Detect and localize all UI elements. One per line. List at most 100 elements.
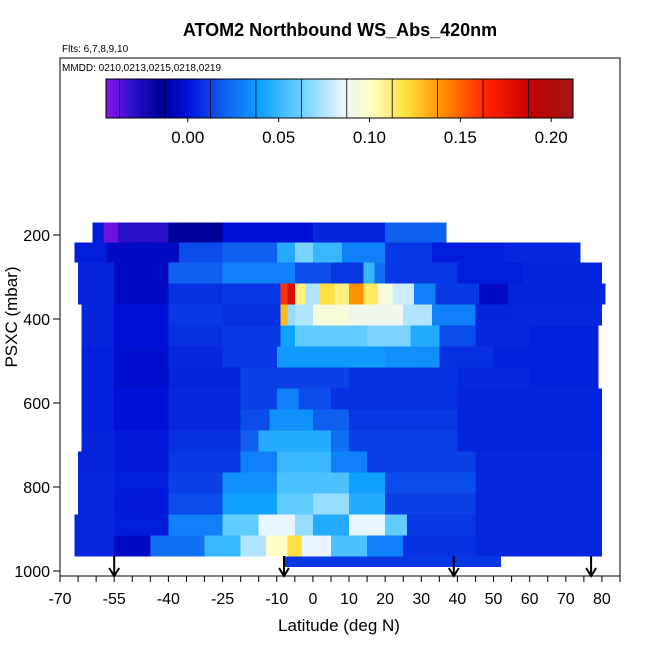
x-tick-label: 10 [340,591,358,608]
heatmap-cell-4-5 [287,304,295,326]
heatmap-cell-0-6 [385,222,447,243]
heatmap-cell-15-10 [403,535,476,557]
x-tick-label: 30 [412,591,430,608]
heatmap-cell-2-8 [385,262,458,284]
heatmap-cell-7-3 [240,367,350,389]
heatmap-cell-11-1 [114,451,169,473]
heatmap-cell-8-4 [276,388,299,410]
heatmap-cell-3-2 [168,283,223,305]
heatmap-cell-13-6 [349,493,386,515]
heatmap-cell-3-9 [334,283,350,305]
heatmap-cell-6-3 [222,346,277,368]
heatmap-cell-5-1 [114,325,169,347]
heatmap-cell-9-4 [269,409,313,431]
heatmap-cell-1-4 [276,242,295,263]
heatmap-cell-0-5 [312,222,386,243]
heatmap-cell-10-0 [81,430,115,452]
heatmap-cell-8-7 [457,388,602,410]
heatmap-cell-9-1 [114,409,169,431]
heatmap-cell-6-2 [168,346,223,368]
heatmap-cell-14-4 [258,514,295,536]
heatmap-cell-7-6 [529,367,599,389]
heatmap-cell-5-0 [81,325,115,347]
heatmap-cell-2-9 [457,262,523,284]
heatmap-cell-14-3 [222,514,259,536]
plot-frame [59,57,621,577]
heatmap-cell-13-4 [276,493,313,515]
x-tick-label: -40 [157,591,180,608]
x-tick-label: -10 [265,591,288,608]
x-tick-label: 0 [308,591,317,608]
x-tick-label: 50 [485,591,503,608]
heatmap-cell-15-7 [302,535,331,557]
heatmap-cell-3-6 [294,283,306,305]
heatmap-cell-12-5 [349,472,386,494]
heatmap-cell-11-4 [276,451,331,473]
heatmap-cell-4-1 [114,304,169,326]
flight-marker-arrow [585,556,597,578]
heatmap-cell-5-3 [222,325,281,347]
heatmap-cell-3-7 [305,283,321,305]
colorbar-tick-label: 0.00 [171,128,204,147]
heatmap-cell-15-6 [287,535,303,557]
heatmap-cell-4-9 [403,304,433,326]
heatmap-cell-1-1 [106,242,180,263]
heatmap-cell-5-8 [439,325,476,347]
heatmap-cell-15-9 [367,535,404,557]
heatmap-cell-0-4 [222,222,313,243]
heatmap-cell-0-0 [92,222,104,243]
heatmap-cell-15-2 [150,535,205,557]
heatmap-cell-11-0 [78,451,115,473]
heatmap-cell-2-6 [363,262,375,284]
heatmap-cell-12-4 [276,472,350,494]
x-tick-label: 80 [593,591,611,608]
heatmap-cell-12-0 [78,472,115,494]
heatmap-cell-2-10 [522,262,602,284]
heatmap-cell-9-3 [240,409,270,431]
heatmap-cell-8-6 [330,388,458,410]
heatmap-cell-3-17 [508,283,606,305]
heatmap-cell-3-16 [479,283,508,305]
heatmap-cell-13-0 [78,493,115,515]
heatmap-cell-4-6 [294,304,313,326]
heatmap-cell-12-1 [114,472,169,494]
heatmap-cell-15-5 [265,535,288,557]
heatmap-cell-1-8 [385,242,433,263]
heatmap-cell-11-7 [475,451,602,473]
heatmap-cell-7-4 [349,367,458,389]
heatmap-cell-3-8 [320,283,335,305]
y-tick-label: 1000 [14,564,50,581]
heatmap-cell-3-14 [414,283,436,305]
heatmap-cell-6-1 [114,346,169,368]
heatmap-cell-9-5 [312,409,350,431]
heatmap-cell-14-9 [406,514,476,536]
y-axis: 200 400 600 800 1000 [14,228,61,581]
heatmap-cell-10-4 [258,430,331,452]
heatmap-cell-2-5 [330,262,364,284]
heatmap-cell-9-7 [457,409,602,431]
heatmap-cell-3-12 [377,283,393,305]
heatmap-cell-2-2 [168,262,223,284]
heatmap-cell-1-3 [222,242,277,263]
heatmap-cell-6-5 [385,346,440,368]
heatmap-cell-6-6 [439,346,494,368]
heatmap-cell-2-0 [78,262,115,284]
y-tick-label: 800 [23,480,50,497]
heatmap-cell-5-5 [294,325,368,347]
heatmap-cell-5-7 [410,325,440,347]
heatmap-cell-15-3 [204,535,241,557]
heatmap-cell-4-4 [280,304,288,326]
heatmap-cell-10-3 [240,430,259,452]
heatmap-cell-3-0 [78,283,115,305]
colorbar: 0.00 0.05 0.10 0.15 0.20 [105,78,574,147]
heatmap-cell-7-0 [81,367,115,389]
heatmap-cell-1-6 [312,242,342,263]
heatmap-cell-11-6 [367,451,476,473]
heatmap-cell-13-3 [222,493,277,515]
heatmap-cell-9-0 [81,409,115,431]
flights-note: Flts: 6,7,8,9,10 [62,44,129,55]
heatmap-cell-15-4 [240,535,266,557]
heatmap-cell-10-6 [349,430,458,452]
heatmap-cell-8-3 [240,388,277,410]
